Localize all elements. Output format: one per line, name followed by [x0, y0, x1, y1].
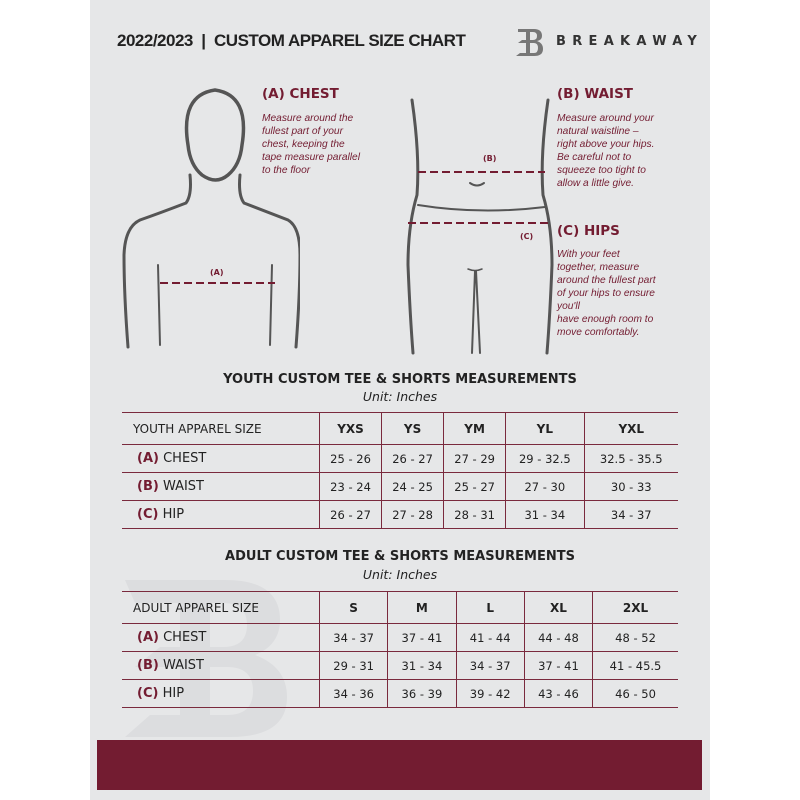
table-header-cell: S	[318, 591, 388, 624]
table-cell: 25 - 27	[443, 472, 506, 501]
measurement-name: CHEST	[163, 451, 207, 466]
measurement-name: WAIST	[162, 658, 205, 673]
hips-instructions: With your feet together, measure around …	[557, 249, 656, 338]
table-header-cell: XL	[523, 591, 593, 624]
youth-table-unit: Unit: Inches	[362, 389, 438, 404]
measurement-letter: (B)	[137, 479, 159, 494]
table-cell: 27 - 28	[381, 500, 444, 529]
measurement-name: HIP	[162, 507, 185, 522]
table-cell: 39 - 42	[455, 679, 525, 708]
measurement-label-cell: (B) WAIST	[122, 651, 320, 680]
measurement-letter: (A)	[137, 451, 159, 466]
table-header-cell: ADULT APPAREL SIZE	[122, 591, 320, 624]
table-header-cell: YL	[505, 412, 584, 445]
table-cell: 43 - 46	[523, 679, 593, 708]
table-cell: 37 - 41	[387, 623, 457, 652]
youth-size-table: YOUTH APPAREL SIZE YXS YS YM YL YXL (A) CHEST 2…	[122, 412, 678, 529]
youth-table-title: YOUTH CUSTOM TEE & SHORTS MEASUREMENTS	[223, 372, 577, 387]
chest-silhouette-icon	[122, 88, 300, 349]
table-header-cell: YM	[443, 412, 506, 445]
table-header-cell: YOUTH APPAREL SIZE	[122, 412, 320, 445]
table-cell: 29 - 32.5	[505, 444, 584, 473]
measurement-letter: (A)	[137, 630, 159, 645]
table-cell: 41 - 44	[455, 623, 525, 652]
chest-instructions: Measure around the fullest part of your …	[262, 113, 360, 176]
table-row: (A) CHEST 34 - 37 37 - 41 41 - 44 44 - 48 48 …	[122, 623, 678, 652]
measurement-label-cell: (C) HIP	[122, 500, 320, 529]
table-cell: 34 - 37	[318, 623, 388, 652]
brand-name: BREAKAWAY	[556, 34, 704, 49]
table-cell: 46 - 50	[592, 679, 678, 708]
hips-heading: (C) HIPS	[557, 223, 620, 239]
table-header-row: ADULT APPAREL SIZE S M L XL 2XL	[122, 591, 678, 624]
table-header-cell: YXS	[318, 412, 382, 445]
measurement-label-cell: (A) CHEST	[122, 444, 320, 473]
waist-marker-label: (B)	[483, 154, 497, 163]
table-row: (A) CHEST 25 - 26 26 - 27 27 - 29 29 - 32.5 3…	[122, 444, 678, 473]
adult-table-title: ADULT CUSTOM TEE & SHORTS MEASUREMENTS	[225, 549, 575, 564]
table-row: (B) WAIST 23 - 24 24 - 25 25 - 27 27 - 30 30 …	[122, 472, 678, 501]
table-cell: 26 - 27	[318, 500, 382, 529]
table-cell: 36 - 39	[387, 679, 457, 708]
table-cell: 30 - 33	[583, 472, 678, 501]
waist-heading: (B) WAIST	[557, 86, 634, 102]
table-cell: 27 - 30	[505, 472, 584, 501]
table-cell: 34 - 37	[455, 651, 525, 680]
table-header-row: YOUTH APPAREL SIZE YXS YS YM YL YXL	[122, 412, 678, 445]
table-cell: 23 - 24	[318, 472, 382, 501]
table-header-cell: M	[387, 591, 457, 624]
table-cell: 27 - 29	[443, 444, 506, 473]
breakaway-logo-icon	[516, 29, 543, 56]
table-cell: 48 - 52	[592, 623, 678, 652]
table-cell: 31 - 34	[387, 651, 457, 680]
measurement-name: WAIST	[162, 479, 205, 494]
table-cell: 25 - 26	[318, 444, 382, 473]
footer-bar	[97, 740, 702, 790]
table-cell: 28 - 31	[443, 500, 506, 529]
table-cell: 31 - 34	[505, 500, 584, 529]
page-title: 2022/2023 | CUSTOM APPAREL SIZE CHART	[117, 31, 466, 50]
measurement-name: CHEST	[163, 630, 207, 645]
table-cell: 26 - 27	[381, 444, 444, 473]
table-cell: 34 - 37	[583, 500, 678, 529]
table-cell: 41 - 45.5	[592, 651, 678, 680]
table-cell: 34 - 36	[318, 679, 388, 708]
table-cell: 29 - 31	[318, 651, 388, 680]
measurement-name: HIP	[162, 686, 185, 701]
table-cell: 37 - 41	[523, 651, 593, 680]
table-cell: 32.5 - 35.5	[583, 444, 678, 473]
table-cell: 44 - 48	[523, 623, 593, 652]
measurement-letter: (B)	[137, 658, 159, 673]
hips-marker-label: (C)	[520, 232, 534, 241]
table-row: (C) HIP 26 - 27 27 - 28 28 - 31 31 - 34 34 - …	[122, 500, 678, 529]
measurement-label-cell: (B) WAIST	[122, 472, 320, 501]
table-cell: 24 - 25	[381, 472, 444, 501]
chest-heading: (A) CHEST	[262, 86, 339, 102]
measurement-letter: (C)	[137, 686, 159, 701]
measurement-letter: (C)	[137, 507, 159, 522]
waist-hips-silhouette-icon	[406, 98, 554, 355]
table-row: (B) WAIST 29 - 31 31 - 34 34 - 37 37 - 41 41 …	[122, 651, 678, 680]
table-header-cell: 2XL	[592, 591, 678, 624]
table-header-cell: YS	[381, 412, 444, 445]
measurement-label-cell: (A) CHEST	[122, 623, 320, 652]
table-row: (C) HIP 34 - 36 36 - 39 39 - 42 43 - 46 46 - …	[122, 679, 678, 708]
table-header-cell: YXL	[583, 412, 678, 445]
adult-size-table: ADULT APPAREL SIZE S M L XL 2XL (A) CHEST 34 - …	[122, 591, 678, 708]
chest-marker-label: (A)	[210, 268, 224, 277]
measurement-label-cell: (C) HIP	[122, 679, 320, 708]
waist-instructions: Measure around your natural waistline – …	[557, 113, 655, 189]
adult-table-unit: Unit: Inches	[362, 567, 438, 582]
table-header-cell: L	[455, 591, 525, 624]
